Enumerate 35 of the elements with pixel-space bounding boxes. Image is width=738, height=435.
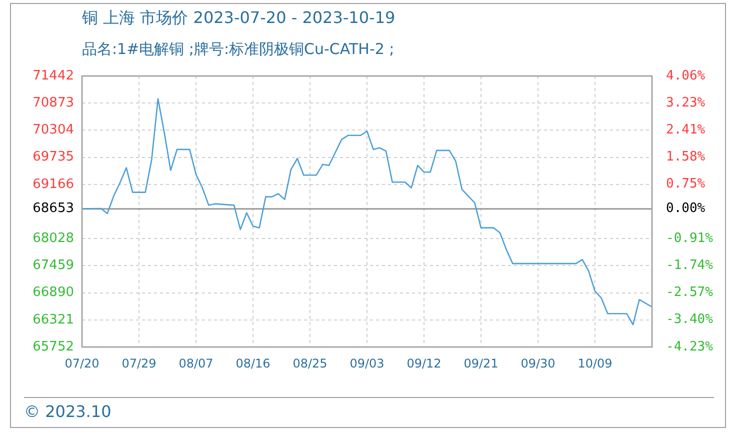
text: © 2023.10 (24, 402, 112, 421)
y2-tick-label: -1.74% (666, 258, 714, 273)
y-tick-label: 68653 (32, 201, 74, 216)
y-tick-label: 66890 (32, 285, 74, 300)
y-tick-label: 69735 (32, 150, 74, 165)
y2-tick-label: 3.23% (666, 96, 706, 111)
y-tick-label: 71442 (32, 68, 74, 84)
y-tick-label: 70304 (32, 122, 74, 138)
y2-tick-label: -0.91% (666, 230, 714, 246)
x-tick-label: 09/30 (520, 356, 556, 370)
x-tick-label: 07/20 (64, 356, 100, 370)
y-tick-label: 69166 (32, 176, 74, 192)
y2-tick-label: -4.23% (666, 339, 714, 354)
x-tick-label: 07/29 (122, 356, 156, 370)
y2-tick-label: -3.40% (666, 312, 714, 328)
y-tick-label: 66321 (32, 312, 74, 328)
y2-tick-label: -2.57% (666, 285, 714, 300)
chart-subtitle: 品名:1#电解铜 ;牌号:标准阴极铜Cu-CATH-2 ; (82, 40, 394, 59)
y2-tick-label: 0.75% (666, 176, 706, 192)
x-tick-label: 09/21 (464, 356, 498, 370)
y2-tick-label: 1.58% (666, 149, 706, 164)
x-tick-label: 10/09 (578, 356, 612, 370)
x-tick-label: 08/25 (292, 356, 328, 370)
x-tick-label: 08/16 (236, 356, 270, 370)
y-tick-label: 67459 (32, 258, 74, 274)
x-tick-label: 09/03 (350, 356, 384, 370)
x-tick-label: 09/12 (406, 356, 442, 370)
x-tick-label: 08/07 (178, 356, 214, 370)
y-tick-label: 65752 (32, 339, 74, 354)
y2-tick-label: 2.41% (666, 122, 706, 138)
y2-tick-label: 0.00% (666, 201, 706, 216)
y-tick-label: 70873 (32, 95, 74, 110)
y-tick-label: 68028 (32, 230, 74, 246)
chart-title: 铜 上海 市场价 2023-07-20 - 2023-10-19 (82, 8, 396, 29)
y2-tick-label: 4.06% (666, 68, 706, 84)
